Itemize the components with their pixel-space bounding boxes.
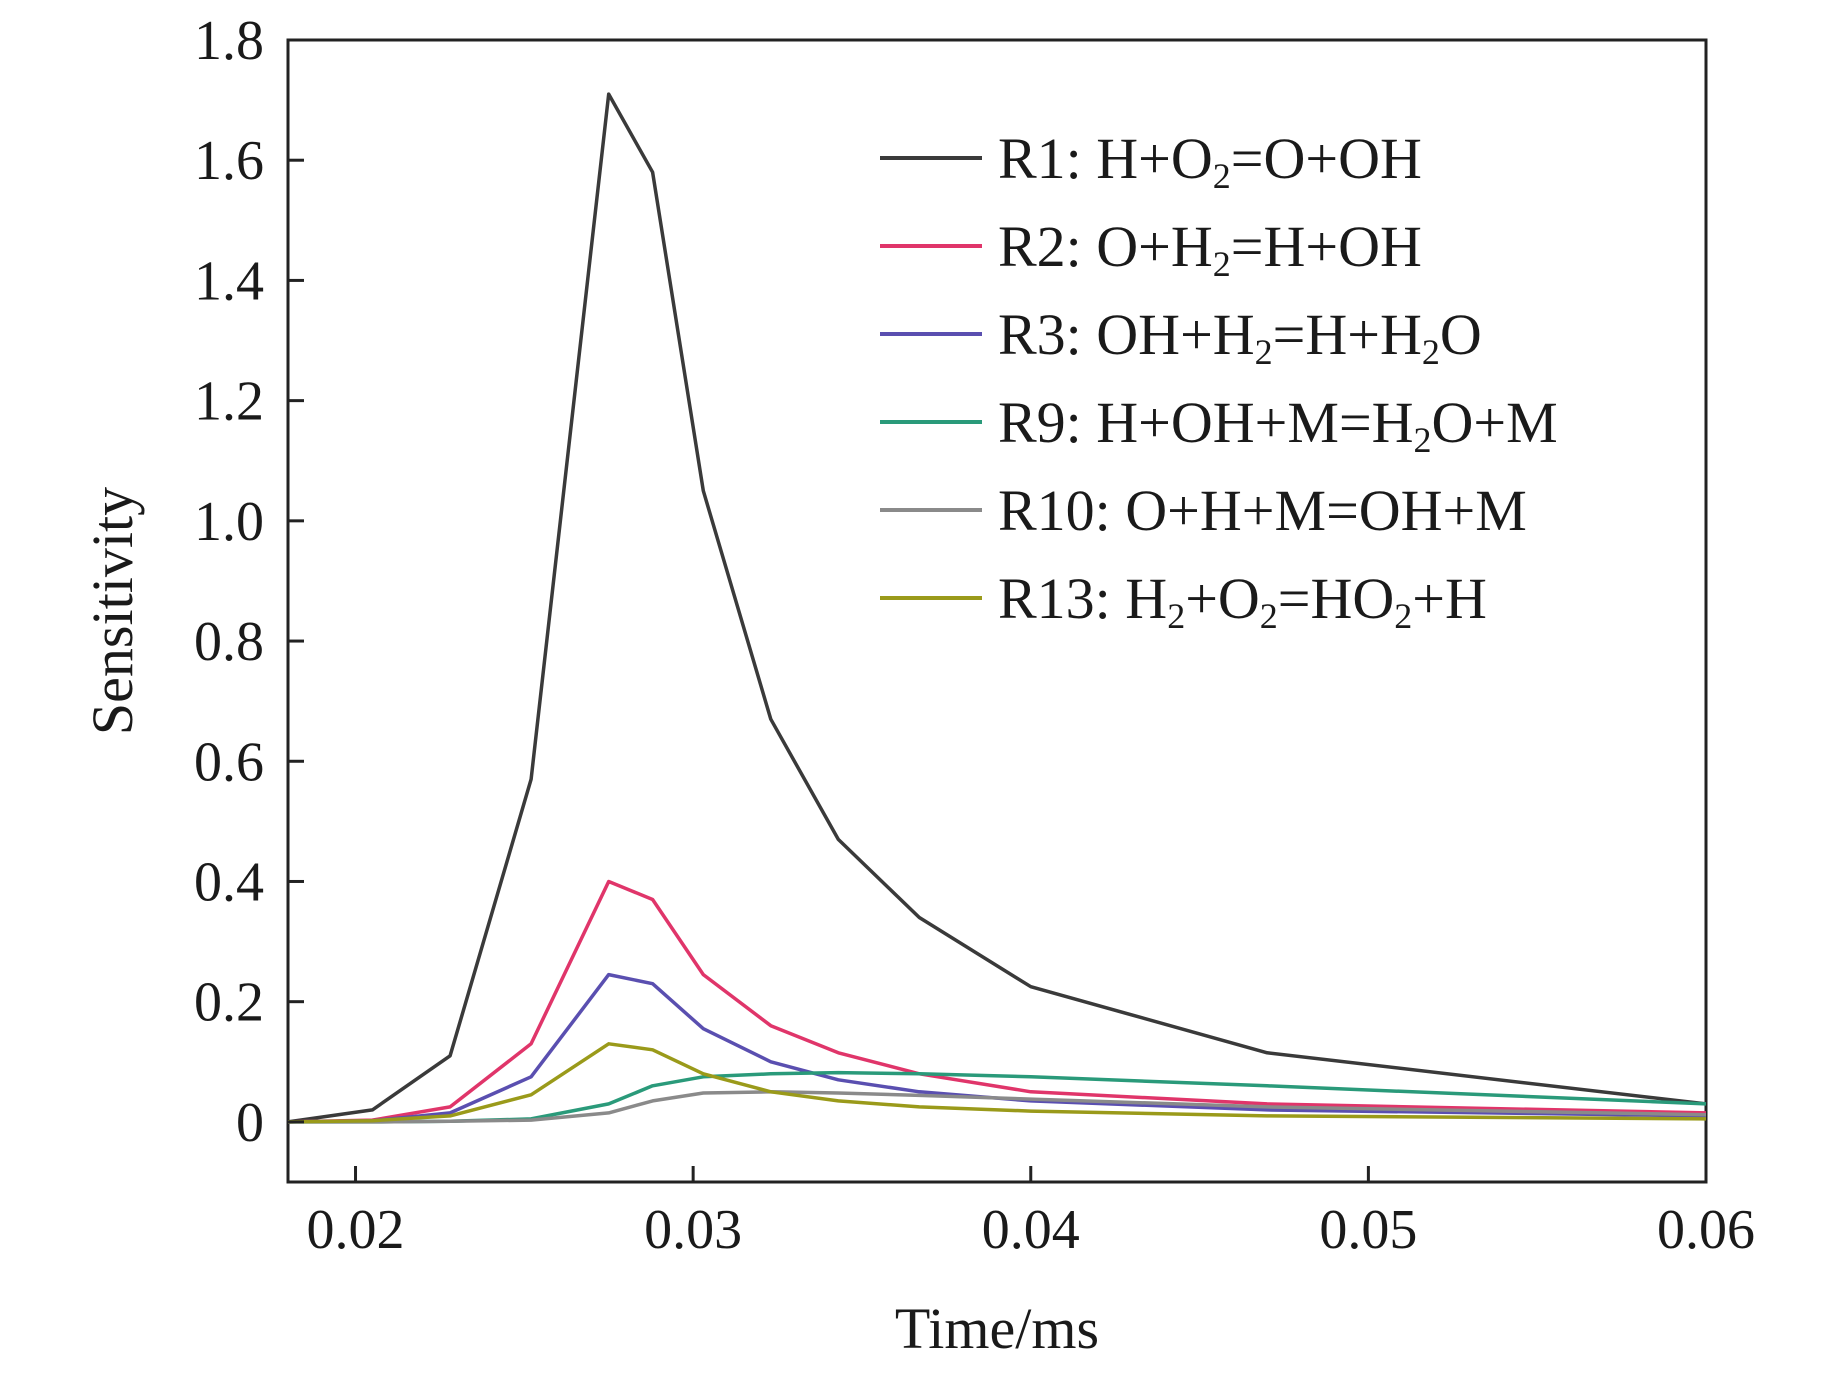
- legend-text-part: +H: [1412, 566, 1487, 631]
- legend-text-part: =O+OH: [1231, 126, 1422, 191]
- series-line-2: [287, 879, 1707, 1124]
- y-tick-label: 0.6: [194, 731, 264, 793]
- x-tick-label: 0.03: [644, 1199, 742, 1261]
- legend-text-part: R1: H+O: [998, 126, 1213, 191]
- legend-label: R10: O+H+M=OH+M: [998, 478, 1527, 543]
- plot-frame: [286, 38, 1708, 1184]
- legend-text-part: =H+H: [1273, 302, 1422, 367]
- legend-subscript: 2: [1260, 596, 1278, 636]
- x-axis-title: Time/ms: [895, 1296, 1099, 1361]
- y-tick-label: 1.0: [194, 491, 264, 553]
- y-tick-label: 1.8: [194, 10, 264, 72]
- legend-text-part: =HO: [1278, 566, 1394, 631]
- legend-text-part: R3: OH+H: [998, 302, 1255, 367]
- x-tick-label: 0.06: [1657, 1199, 1755, 1261]
- legend-subscript: 2: [1422, 332, 1440, 372]
- legend-text-part: R10: O+H+M=OH+M: [998, 478, 1527, 543]
- series-line-1: [287, 92, 1707, 1124]
- legend-text-part: R9: H+OH+M=H: [998, 390, 1414, 455]
- y-tick-label: 0.4: [194, 851, 264, 913]
- y-tick-label: 0.2: [194, 972, 264, 1034]
- legend-label: R1: H+O2=O+OH: [998, 126, 1422, 196]
- legend-subscript: 2: [1394, 596, 1412, 636]
- legend-text-part: R13: H: [998, 566, 1167, 631]
- legend-label: R9: H+OH+M=H2O+M: [998, 390, 1558, 460]
- series-line-3: [287, 972, 1707, 1124]
- legend-label: R2: O+H2=H+OH: [998, 214, 1422, 284]
- y-tick-label: 1.2: [194, 371, 264, 433]
- legend-text-part: +O: [1185, 566, 1260, 631]
- legend-subscript: 2: [1213, 244, 1231, 284]
- legend-text-part: O+M: [1432, 390, 1558, 455]
- series-layer: [287, 92, 1707, 1124]
- series-line-5: [288, 1090, 1707, 1124]
- legend-label: R13: H2+O2=HO2+H: [998, 566, 1487, 636]
- legend-subscript: 2: [1213, 156, 1231, 196]
- legend-text-part: O: [1440, 302, 1482, 367]
- x-tick-label: 0.05: [1319, 1199, 1417, 1261]
- y-tick-label: 1.4: [194, 250, 264, 312]
- legend-text-part: =H+OH: [1231, 214, 1422, 279]
- y-tick-label: 1.6: [194, 130, 264, 192]
- legend-subscript: 2: [1255, 332, 1273, 372]
- x-tick-label: 0.02: [307, 1199, 405, 1261]
- x-tick-label: 0.04: [982, 1199, 1080, 1261]
- legend-subscript: 2: [1167, 596, 1185, 636]
- y-tick-label: 0.8: [194, 611, 264, 673]
- legend-subscript: 2: [1414, 420, 1432, 460]
- legend-label: R3: OH+H2=H+H2O: [998, 302, 1482, 372]
- y-axis-title: Sensitivity: [80, 487, 145, 735]
- y-tick-label: 0: [236, 1092, 264, 1154]
- ticks-layer: 0.02 0.03 0.04 0.05 0.06 0 0.2 0.4 0.6 0.8 1.0 1.2 1…: [194, 10, 1755, 1261]
- series-line-6: [287, 1042, 1707, 1124]
- legend-text-part: R2: O+H: [998, 214, 1213, 279]
